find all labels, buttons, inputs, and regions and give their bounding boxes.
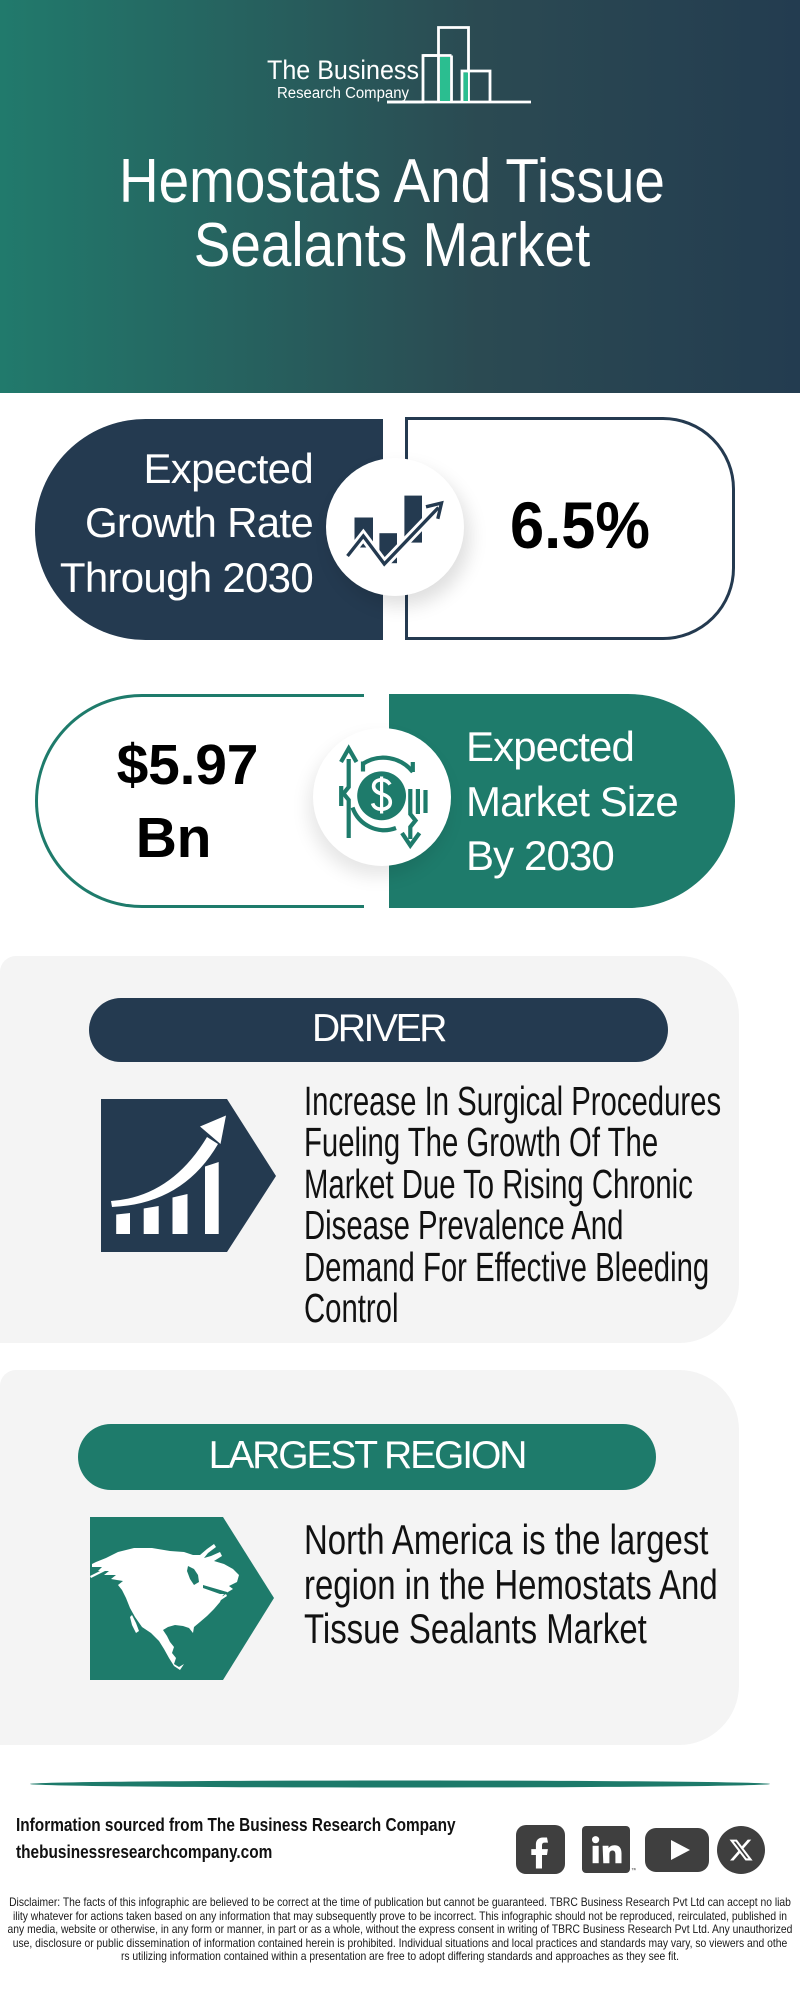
svg-text:Research Company: Research Company — [277, 85, 409, 102]
svg-text:The Business: The Business — [267, 55, 419, 85]
svg-text:™: ™ — [631, 1867, 636, 1873]
